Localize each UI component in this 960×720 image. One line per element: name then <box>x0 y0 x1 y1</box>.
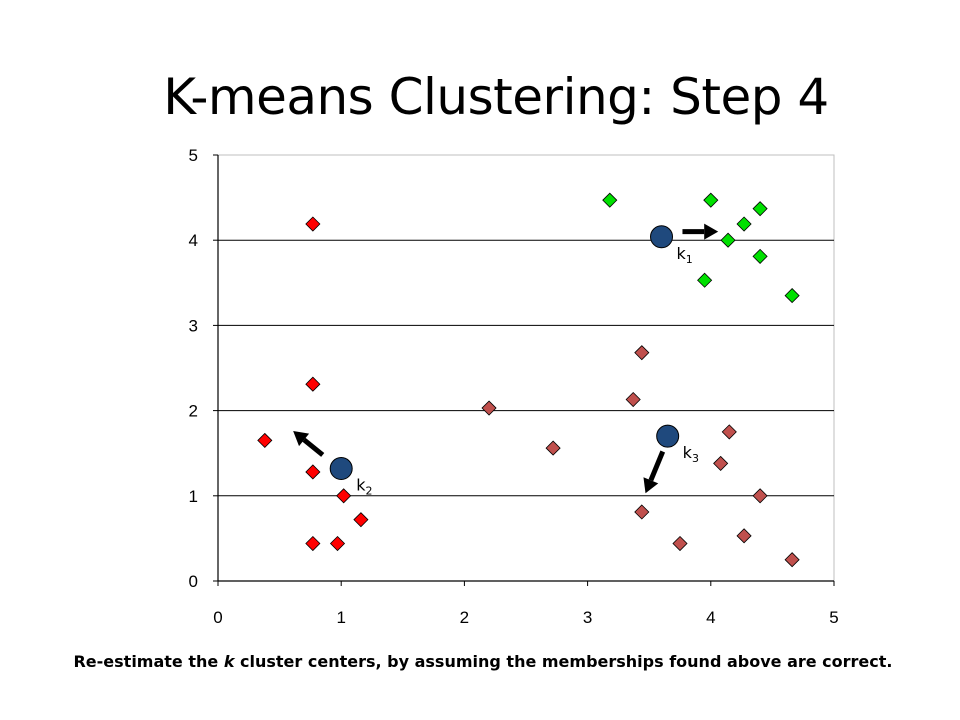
data-point <box>784 552 800 568</box>
data-point <box>634 345 650 361</box>
data-point <box>736 216 752 232</box>
data-point <box>257 432 273 448</box>
caption-post: cluster centers, by assuming the members… <box>234 652 893 671</box>
x-tick-label-3: 3 <box>583 608 592 627</box>
cluster-center <box>656 424 680 448</box>
arrow-head <box>293 431 310 447</box>
plot-border <box>217 154 835 582</box>
data-point <box>336 488 352 504</box>
data-point <box>602 192 618 208</box>
data-point <box>481 400 497 416</box>
data-point <box>634 504 650 520</box>
x-tick-label-1: 1 <box>336 608 345 627</box>
arrow-shaft <box>648 450 666 482</box>
cluster-center <box>650 225 674 249</box>
data-point <box>305 216 321 232</box>
center-label: k3 <box>683 443 699 465</box>
arrow-head <box>643 477 659 494</box>
y-tick-label-5: 5 <box>189 146 198 165</box>
data-point <box>305 535 321 552</box>
data-point <box>305 464 321 480</box>
cluster-centers: k1 k2 k3 <box>329 225 699 498</box>
data-point <box>625 391 641 408</box>
data-point <box>353 512 369 528</box>
scatter-chart: 0 1 2 3 4 5 0 1 2 3 4 5 k1 k2 k3 <box>189 146 839 627</box>
axes <box>213 154 835 586</box>
data-point <box>329 535 346 552</box>
slide-title: K-means Clustering: Step 4 <box>163 68 829 126</box>
data-point <box>721 424 737 440</box>
data-point <box>713 455 729 471</box>
x-tick-label-5: 5 <box>829 608 838 627</box>
gridlines <box>217 154 835 582</box>
caption-k: k <box>223 652 235 671</box>
caption-pre: Re-estimate the <box>73 652 224 671</box>
y-tick-label-4: 4 <box>189 231 198 250</box>
tick-labels: 0 1 2 3 4 5 0 1 2 3 4 5 <box>189 146 839 627</box>
data-point <box>784 288 800 304</box>
x-tick-label-0: 0 <box>213 608 222 627</box>
y-tick-label-3: 3 <box>189 316 198 335</box>
data-point <box>545 440 561 456</box>
data-point <box>305 376 321 392</box>
arrow-head <box>704 223 719 240</box>
data-point <box>752 201 768 217</box>
data-point <box>703 192 719 208</box>
center-label: k2 <box>356 476 372 498</box>
data-point <box>720 232 736 248</box>
y-tick-label-2: 2 <box>189 402 198 421</box>
center-label: k1 <box>677 244 693 266</box>
y-tick-label-1: 1 <box>189 487 198 506</box>
data-point <box>752 248 768 264</box>
data-point <box>752 488 768 504</box>
data-point <box>736 528 752 544</box>
cluster-center <box>329 457 353 481</box>
arrow-shaft <box>302 437 325 457</box>
caption: Re-estimate the k cluster centers, by as… <box>0 652 960 671</box>
data-point <box>697 272 713 288</box>
move-arrows <box>293 223 719 494</box>
y-tick-label-0: 0 <box>189 572 198 591</box>
x-tick-label-4: 4 <box>706 608 715 627</box>
data-point <box>672 535 688 552</box>
x-tick-label-2: 2 <box>460 608 469 627</box>
data-points <box>257 192 800 568</box>
